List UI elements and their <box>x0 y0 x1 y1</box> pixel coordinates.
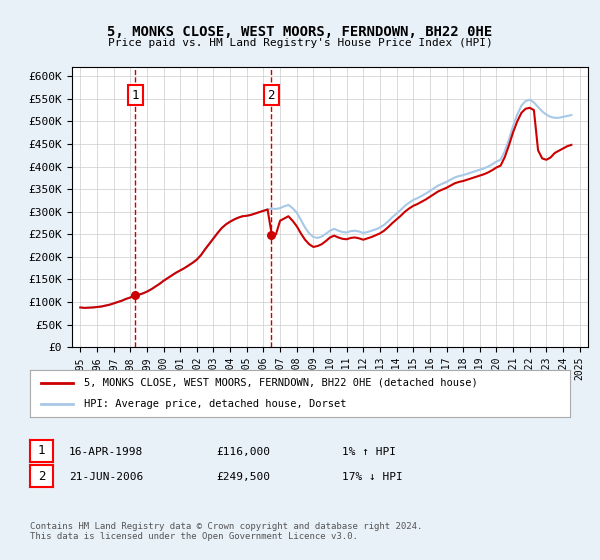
Point <box>266 230 276 239</box>
Text: 2: 2 <box>268 88 275 102</box>
Text: 1: 1 <box>131 88 139 102</box>
Text: Price paid vs. HM Land Registry's House Price Index (HPI): Price paid vs. HM Land Registry's House … <box>107 38 493 48</box>
Text: 1% ↑ HPI: 1% ↑ HPI <box>342 447 396 457</box>
Text: 17% ↓ HPI: 17% ↓ HPI <box>342 472 403 482</box>
Text: HPI: Average price, detached house, Dorset: HPI: Average price, detached house, Dors… <box>84 399 347 409</box>
Text: 16-APR-1998: 16-APR-1998 <box>69 447 143 457</box>
Text: 21-JUN-2006: 21-JUN-2006 <box>69 472 143 482</box>
Text: Contains HM Land Registry data © Crown copyright and database right 2024.
This d: Contains HM Land Registry data © Crown c… <box>30 522 422 542</box>
Text: 1: 1 <box>38 444 45 458</box>
Text: 2: 2 <box>38 469 45 483</box>
Point <box>130 290 140 299</box>
Text: £116,000: £116,000 <box>216 447 270 457</box>
Text: £249,500: £249,500 <box>216 472 270 482</box>
Text: 5, MONKS CLOSE, WEST MOORS, FERNDOWN, BH22 0HE: 5, MONKS CLOSE, WEST MOORS, FERNDOWN, BH… <box>107 25 493 39</box>
Text: 5, MONKS CLOSE, WEST MOORS, FERNDOWN, BH22 0HE (detached house): 5, MONKS CLOSE, WEST MOORS, FERNDOWN, BH… <box>84 378 478 388</box>
